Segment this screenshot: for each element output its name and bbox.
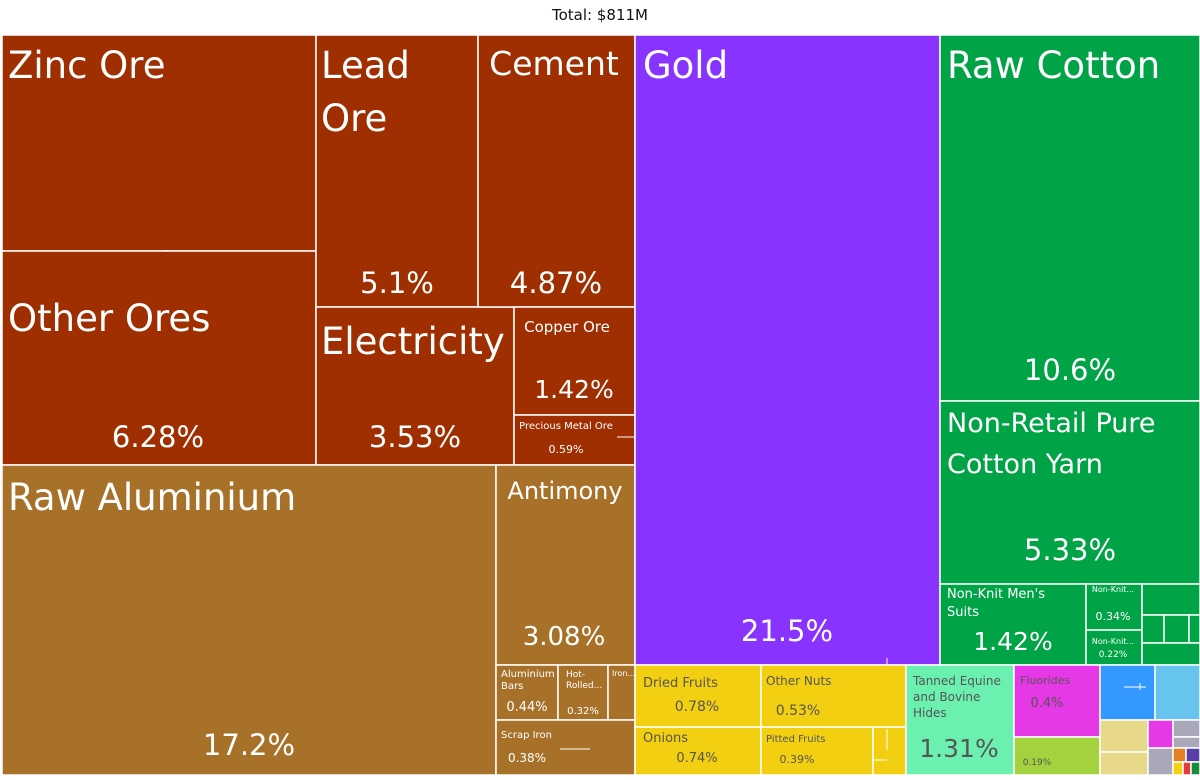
pct-non-knit-b: 0.22%	[1099, 650, 1128, 660]
pct-non-knit-mens-suits: 1.42%	[973, 627, 1052, 656]
cell-scrap-iron[interactable]	[495, 719, 636, 776]
label-non-retail-cotton-yarn: Cotton Yarn	[947, 449, 1103, 480]
cell-misc-10[interactable]	[1182, 761, 1192, 776]
cell-fluorides[interactable]	[1013, 664, 1101, 738]
pct-raw-cotton: 10.6%	[1024, 353, 1116, 387]
cell-dried-fruits[interactable]	[634, 664, 762, 728]
pct-raw-aluminium: 17.2%	[203, 728, 295, 762]
pct-electricity: 3.53%	[369, 420, 461, 454]
cell-non-retail-cotton-yarn[interactable]	[939, 400, 1200, 585]
label-electricity: Electricity	[321, 320, 505, 363]
cell-misc-4[interactable]	[1172, 736, 1200, 749]
pct-onions: 0.74%	[676, 751, 717, 766]
label-copper-ore: Copper Ore	[524, 318, 610, 336]
label-aluminium-bars: Bars	[501, 681, 523, 692]
label-lead-ore: Lead	[321, 44, 410, 87]
label-onions: Onions	[643, 731, 688, 746]
cell-misc-11[interactable]	[1190, 761, 1200, 776]
cell-antimony[interactable]	[495, 464, 636, 666]
pct-gold: 21.5%	[741, 614, 833, 648]
cell-misc-7[interactable]	[1172, 747, 1187, 763]
pct-tanned-hides: 1.31%	[919, 734, 998, 763]
label-tanned-hides: and Bovine	[913, 690, 980, 704]
label-tanned-hides: Hides	[913, 706, 947, 720]
pct-antimony: 3.08%	[523, 622, 606, 652]
pct-scrap-iron: 0.38%	[508, 751, 546, 765]
label-iron: Iron...	[612, 669, 635, 678]
label-raw-cotton: Raw Cotton	[947, 44, 1160, 87]
cell-textile-small-1[interactable]	[1141, 583, 1200, 616]
cell-textile-small-2[interactable]	[1141, 614, 1165, 644]
cell-vegetable-small[interactable]	[872, 726, 907, 776]
label-fluorides: Fluorides	[1020, 674, 1070, 687]
cell-textile-small-5[interactable]	[1141, 642, 1200, 666]
cell-non-knit-b[interactable]	[1085, 629, 1143, 666]
cell-transport[interactable]	[1154, 664, 1200, 721]
label-dried-fruits: Dried Fruits	[643, 676, 718, 691]
cell-misc-3[interactable]	[1172, 719, 1200, 738]
cell-misc-1[interactable]	[1099, 719, 1149, 753]
pct-non-knit-a: 0.34%	[1096, 610, 1131, 623]
label-hot-rolled: Rolled...	[566, 681, 602, 691]
pct-hot-rolled: 0.32%	[567, 706, 599, 717]
label-antimony: Antimony	[507, 477, 622, 505]
pct-aluminium-bars: 0.44%	[506, 700, 547, 715]
label-other-nuts: Other Nuts	[766, 674, 831, 688]
label-non-retail-cotton-yarn: Non-Retail Pure	[947, 408, 1156, 439]
pct-copper-ore: 1.42%	[534, 375, 613, 404]
cell-raw-aluminium[interactable]	[1, 464, 497, 776]
pct-non-retail-cotton-yarn: 5.33%	[1024, 533, 1116, 567]
cell-hot-rolled[interactable]	[557, 664, 609, 721]
label-hot-rolled: Hot-	[566, 670, 585, 680]
pct-cement: 4.87%	[510, 266, 602, 300]
label-aluminium-bars: Aluminium	[501, 669, 555, 680]
cell-non-knit-mens-suits[interactable]	[939, 583, 1087, 666]
label-precious-metal-ore: Precious Metal Ore	[519, 421, 613, 432]
label-non-knit-b: Non-Knit...	[1092, 637, 1134, 646]
cell-misc-9[interactable]	[1172, 761, 1184, 776]
cell-misc-5[interactable]	[1099, 751, 1149, 776]
cell-misc-6[interactable]	[1147, 747, 1174, 776]
label-raw-aluminium: Raw Aluminium	[8, 476, 296, 519]
cell-machines[interactable]	[1099, 664, 1156, 721]
cell-precious-metal-ore[interactable]	[513, 414, 636, 466]
label-zinc-ore: Zinc Ore	[8, 44, 165, 87]
cell-lime[interactable]	[1013, 736, 1101, 776]
label-pitted-fruits: Pitted Fruits	[766, 734, 826, 745]
cell-onions[interactable]	[634, 726, 762, 776]
pct-other-nuts: 0.53%	[776, 703, 820, 719]
label-tanned-hides: Tanned Equine	[912, 674, 1001, 688]
cell-gold[interactable]	[634, 34, 941, 666]
label-lead-ore: Ore	[321, 97, 387, 140]
pct-lead-ore: 5.1%	[360, 266, 434, 300]
chart-title: Total: $811M	[552, 6, 648, 24]
cell-textile-small-4[interactable]	[1188, 614, 1200, 644]
pct-dried-fruits: 0.78%	[675, 699, 719, 715]
pct-precious-metal-ore: 0.59%	[549, 443, 584, 456]
label-cement: Cement	[489, 44, 619, 83]
label-non-knit-mens-suits: Non-Knit Men's	[947, 587, 1045, 602]
label-scrap-iron: Scrap Iron	[501, 730, 552, 741]
label-non-knit-mens-suits: Suits	[947, 605, 979, 620]
cell-tanned-hides[interactable]	[905, 664, 1015, 776]
cell-misc-8[interactable]	[1185, 747, 1200, 763]
label-non-knit-a: Non-Knit...	[1092, 585, 1134, 594]
pct-other-ores: 6.28%	[112, 420, 204, 454]
pct-pitted-fruits: 0.39%	[780, 753, 815, 766]
cell-raw-cotton[interactable]	[939, 34, 1200, 402]
label-gold: Gold	[643, 44, 728, 87]
cell-other-nuts[interactable]	[760, 664, 907, 728]
pct-fluorides: 0.4%	[1030, 696, 1063, 711]
cell-aluminium-bars[interactable]	[495, 664, 559, 721]
cell-textile-small-3[interactable]	[1163, 614, 1190, 644]
label-other-ores: Other Ores	[8, 297, 210, 340]
cell-misc-2[interactable]	[1147, 719, 1174, 749]
pct-lime: 0.19%	[1023, 758, 1052, 768]
cell-non-knit-a[interactable]	[1085, 583, 1143, 631]
